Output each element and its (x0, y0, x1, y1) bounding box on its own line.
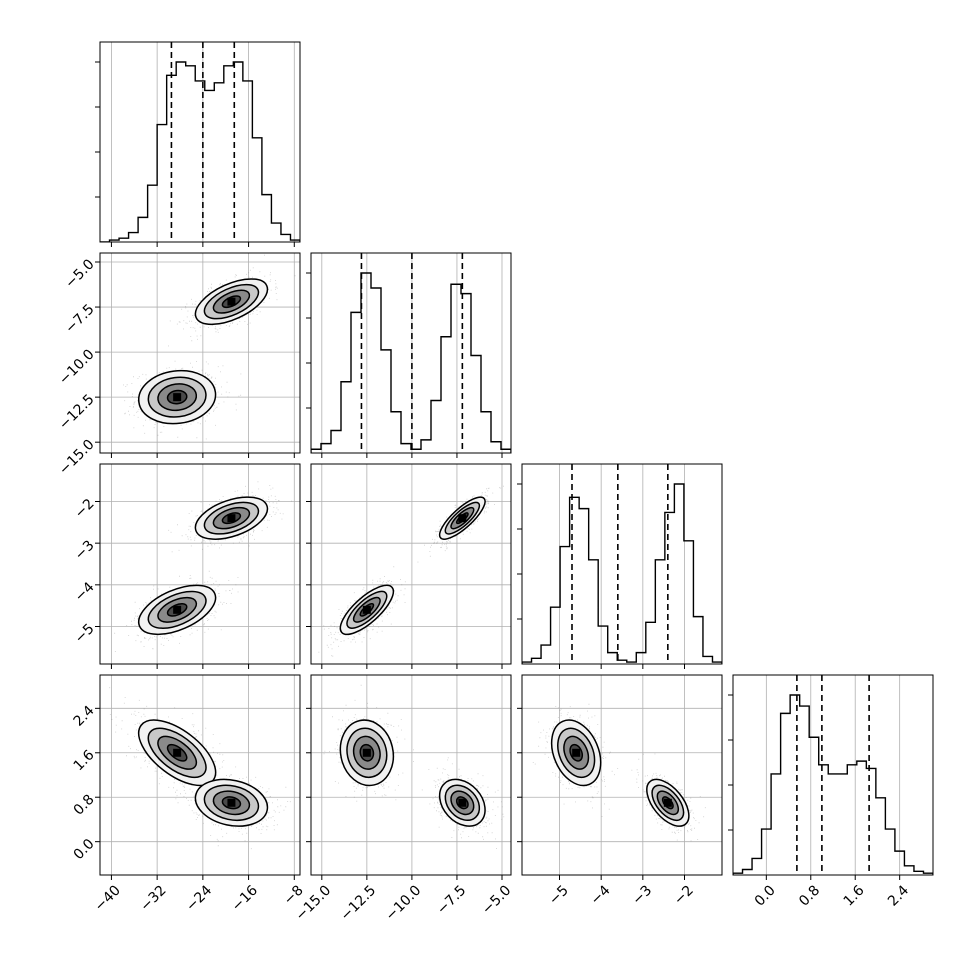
panel-frame (521, 674, 723, 876)
peak-marker (173, 605, 182, 614)
panel-frame (99, 463, 301, 665)
x-tick-label: −24 (183, 882, 215, 914)
x-tick-label: −5 (546, 882, 572, 908)
peak-marker (173, 393, 182, 402)
x-tick-label: −3 (629, 882, 655, 908)
y-tick-label: −5.0 (62, 256, 97, 291)
y-tick-label: −4 (72, 579, 98, 605)
x-tick-label: 0.8 (796, 882, 823, 909)
y-tick-label: −10.0 (56, 346, 98, 388)
y-tick-label: 0.8 (71, 792, 98, 819)
panel-frame (310, 674, 512, 876)
x-tick-label: 2.4 (885, 882, 912, 909)
panel-frame (310, 463, 512, 665)
x-tick-label: −5.0 (479, 882, 514, 917)
peak-marker (227, 514, 236, 523)
y-tick-label: −12.5 (56, 391, 98, 433)
y-tick-label: −15.0 (56, 437, 98, 479)
x-tick-label: −2 (671, 882, 697, 908)
panel-frame (310, 252, 512, 454)
scatter-panel-p0-p2: −5 −4 −3 −2 (72, 463, 301, 669)
density-layer (109, 687, 291, 850)
corner-panels: −15.0−12.5−10.0−7.5−5.0−5−4−3−2−40 −32 −24… (56, 41, 934, 924)
peak-marker (572, 748, 581, 757)
y-tick-label: 0.0 (71, 836, 98, 863)
peak-marker (663, 798, 672, 807)
panel-frame (732, 674, 934, 876)
y-tick-label: −5 (72, 621, 98, 647)
panel-frame (99, 252, 301, 454)
histogram-step (733, 694, 933, 875)
density-layer (532, 703, 706, 842)
scatter-panel-p2-p3: −5 −4 −3 −2 (517, 674, 723, 908)
y-tick-label: −7.5 (62, 301, 97, 336)
x-tick-label: −16 (229, 882, 261, 914)
peak-marker (227, 798, 236, 807)
histogram-step (100, 61, 300, 242)
histogram-step (522, 483, 722, 664)
y-tick-label: 2.4 (71, 703, 98, 730)
x-tick-label: 0.0 (752, 882, 779, 909)
density-layer (123, 254, 296, 440)
hist-panel-p0 (95, 41, 301, 247)
x-tick-label: 1.6 (841, 882, 868, 909)
peak-marker (173, 748, 182, 757)
scatter-panel-p0-p1: −15.0−12.5−10.0 −7.5 −5.0 (56, 252, 301, 479)
density-layer (323, 684, 505, 849)
x-tick-label: −10.0 (383, 882, 425, 924)
peak-marker (362, 748, 371, 757)
y-tick-label: 1.6 (71, 747, 98, 774)
x-tick-label: −12.5 (338, 882, 380, 924)
density-layer (318, 485, 504, 657)
x-tick-label: −7.5 (434, 882, 469, 917)
x-tick-label: −40 (92, 882, 124, 914)
peak-marker (227, 297, 236, 306)
hist-panel-p1 (306, 252, 512, 458)
hist-panel-p3: 0.0 0.8 1.6 2.4 (728, 674, 934, 910)
hist-panel-p2 (517, 463, 723, 669)
panel-frame (99, 674, 301, 876)
peak-marker (362, 605, 371, 614)
histogram-step (311, 272, 511, 453)
panel-frame (521, 463, 723, 665)
y-tick-label: −2 (72, 496, 98, 522)
x-tick-label: −32 (137, 882, 169, 914)
peak-marker (458, 514, 467, 523)
panel-frame (99, 41, 301, 243)
scatter-panel-p0-p3: −40 −32 −24 −16 −80.00.81.62.4 (71, 674, 307, 915)
x-tick-label: −4 (588, 882, 614, 908)
scatter-panel-p1-p2 (306, 463, 512, 669)
scatter-panel-p1-p3: −15.0 −12.5 −10.0 −7.5 −5.0 (293, 674, 514, 924)
y-tick-label: −3 (72, 538, 98, 564)
peak-marker (458, 798, 467, 807)
density-layer (114, 481, 293, 652)
